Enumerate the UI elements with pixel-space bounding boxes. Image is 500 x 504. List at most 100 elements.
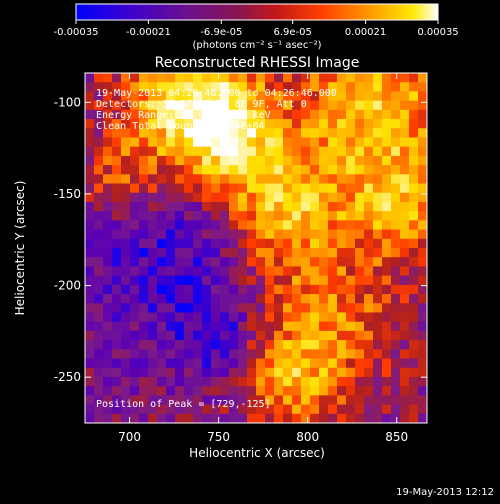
heatmap-cell xyxy=(292,109,302,120)
heatmap-cell xyxy=(112,303,122,313)
heatmap-cell xyxy=(418,257,428,267)
heatmap-cell xyxy=(256,119,266,129)
heatmap-cell xyxy=(157,312,167,323)
heatmap-cell xyxy=(364,386,374,396)
y-tick-label: -100 xyxy=(54,95,81,109)
heatmap-cell xyxy=(175,404,185,415)
heatmap-cell xyxy=(238,100,248,111)
heatmap-cell xyxy=(85,386,95,396)
heatmap-cell xyxy=(157,174,167,184)
heatmap-cell xyxy=(85,284,95,295)
heatmap-cell xyxy=(148,312,158,323)
heatmap-cell xyxy=(130,220,140,230)
heatmap-cell xyxy=(184,192,194,203)
heatmap-cell xyxy=(310,201,320,212)
heatmap-cell xyxy=(337,192,347,203)
heatmap-cell xyxy=(112,155,122,166)
heatmap-cell xyxy=(301,376,311,387)
heatmap-cell xyxy=(193,367,203,378)
heatmap-cell xyxy=(85,100,95,111)
heatmap-cell xyxy=(121,321,131,332)
heatmap-cell xyxy=(292,73,302,83)
heatmap-cell xyxy=(103,211,113,221)
heatmap-cell xyxy=(364,340,374,350)
heatmap-cell xyxy=(112,128,122,138)
heatmap-cell xyxy=(373,82,383,92)
heatmap-cell xyxy=(373,146,383,157)
heatmap-cell xyxy=(391,312,401,323)
heatmap-cell xyxy=(274,238,284,249)
heatmap-cell xyxy=(292,238,302,249)
heatmap-cell xyxy=(265,349,275,359)
heatmap-cell xyxy=(202,201,212,212)
heatmap-cell xyxy=(175,303,185,313)
heatmap-cell xyxy=(373,211,383,221)
heatmap-cell xyxy=(283,165,293,175)
heatmap-cell xyxy=(256,340,266,350)
heatmap-cell xyxy=(346,174,356,184)
heatmap-cell xyxy=(148,128,158,138)
heatmap-cell xyxy=(256,312,266,323)
heatmap-cell xyxy=(229,201,239,212)
heatmap-cell xyxy=(274,201,284,212)
heatmap-cell xyxy=(220,183,230,194)
heatmap-cell xyxy=(103,284,113,295)
heatmap-cell xyxy=(85,275,95,286)
heatmap-cell xyxy=(229,229,239,240)
heatmap-cell xyxy=(184,220,194,230)
heatmap-cell xyxy=(121,266,131,277)
heatmap-cell xyxy=(157,220,167,230)
heatmap-cell xyxy=(112,404,122,415)
heatmap-cell xyxy=(238,211,248,221)
heatmap-cell xyxy=(373,229,383,240)
heatmap-cell xyxy=(346,321,356,332)
heatmap-cell xyxy=(85,146,95,157)
heatmap-cell xyxy=(346,73,356,83)
heatmap-cell xyxy=(211,183,221,194)
heatmap-cell xyxy=(283,73,293,83)
heatmap-cell xyxy=(229,395,239,405)
heatmap-cell xyxy=(409,312,419,323)
heatmap-cell xyxy=(220,165,230,175)
heatmap-cell xyxy=(328,192,338,203)
heatmap-cell xyxy=(85,183,95,194)
heatmap-cell xyxy=(148,367,158,378)
heatmap-cell xyxy=(121,174,131,184)
heatmap-cell xyxy=(139,165,149,175)
heatmap-cell xyxy=(373,386,383,396)
heatmap-cell xyxy=(319,257,329,267)
heatmap-cell xyxy=(319,404,329,415)
heatmap-cell xyxy=(85,211,95,221)
heatmap-cell xyxy=(274,248,284,258)
heatmap-cell xyxy=(85,91,95,102)
heatmap-cell xyxy=(211,294,221,304)
heatmap-cell xyxy=(355,165,365,175)
heatmap-cell xyxy=(382,358,392,369)
heatmap-cell xyxy=(337,376,347,387)
heatmap-cell xyxy=(283,367,293,378)
heatmap-cell xyxy=(292,303,302,313)
heatmap-cell xyxy=(211,376,221,387)
heatmap-cell xyxy=(337,330,347,341)
heatmap-cell xyxy=(373,100,383,111)
heatmap-cell xyxy=(211,349,221,359)
heatmap-cell xyxy=(139,413,149,424)
heatmap-cell xyxy=(103,220,113,230)
heatmap-cell xyxy=(256,73,266,83)
heatmap-cell xyxy=(139,358,149,369)
heatmap-cell xyxy=(247,294,257,304)
heatmap-cell xyxy=(184,404,194,415)
heatmap-cell xyxy=(103,386,113,396)
heatmap-cell xyxy=(256,238,266,249)
heatmap-cell xyxy=(292,340,302,350)
heatmap-cell xyxy=(400,146,410,157)
heatmap-cell xyxy=(373,367,383,378)
heatmap-cell xyxy=(301,100,311,111)
heatmap-cell xyxy=(211,238,221,249)
heatmap-cell xyxy=(355,155,365,166)
heatmap-cell xyxy=(355,146,365,157)
x-tick-label: 800 xyxy=(296,430,319,444)
heatmap-cell xyxy=(292,128,302,138)
heatmap-cell xyxy=(85,321,95,332)
heatmap-cell xyxy=(337,146,347,157)
